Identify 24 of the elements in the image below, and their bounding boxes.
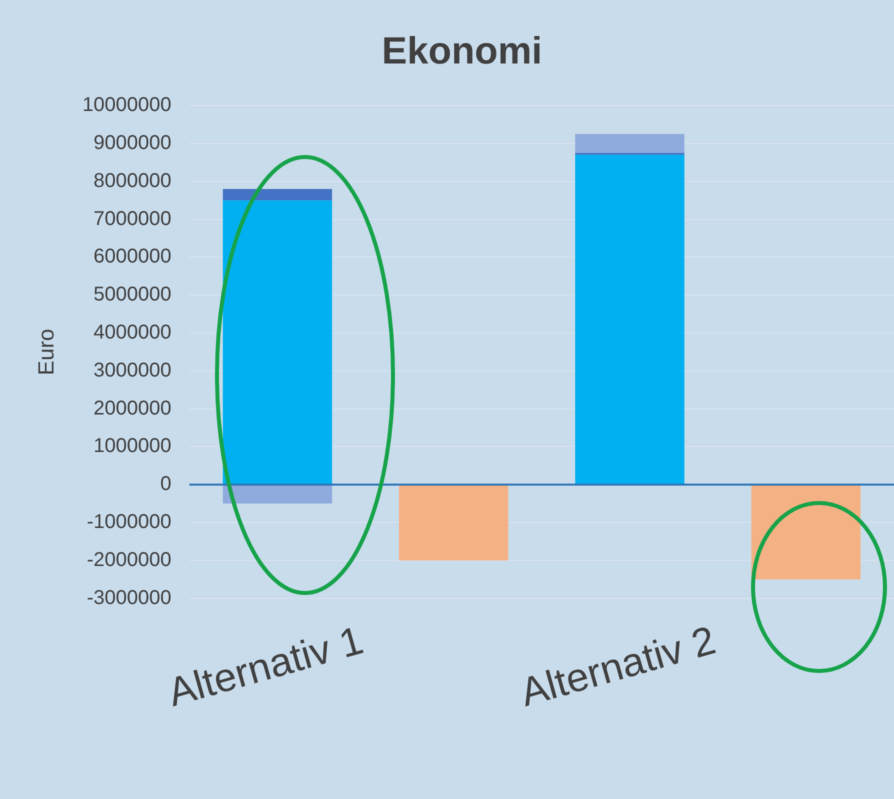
y-tick-label: 3000000 [94,359,172,382]
y-tick-label: 0 [160,473,172,496]
y-tick-label: 8000000 [94,170,172,192]
bar [222,485,332,504]
bar [575,134,684,153]
y-tick-label: 4000000 [94,322,172,344]
y-tick-label: -2000000 [86,548,172,571]
chart-title: Ekonomi [382,30,542,72]
y-tick-label: 2000000 [94,397,172,420]
y-tick-label: 1000000 [94,435,172,458]
y-tick-label: -3000000 [86,586,172,609]
y-tick-label: 7000000 [94,208,172,230]
x-tick-label: Alternativ 2 [516,618,720,716]
x-tick-label: Alternativ 1 [163,618,368,716]
y-tick-label: 10000000 [82,94,172,116]
bar [399,485,508,560]
bar [575,154,684,484]
y-axis-title: Euro [33,328,58,376]
bar [222,188,332,200]
y-tick-label: 5000000 [94,284,172,306]
y-tick-label: -1000000 [86,511,172,534]
y-tick-label: 6000000 [94,246,172,268]
bar [222,200,332,484]
y-tick-label: 9000000 [94,132,172,154]
